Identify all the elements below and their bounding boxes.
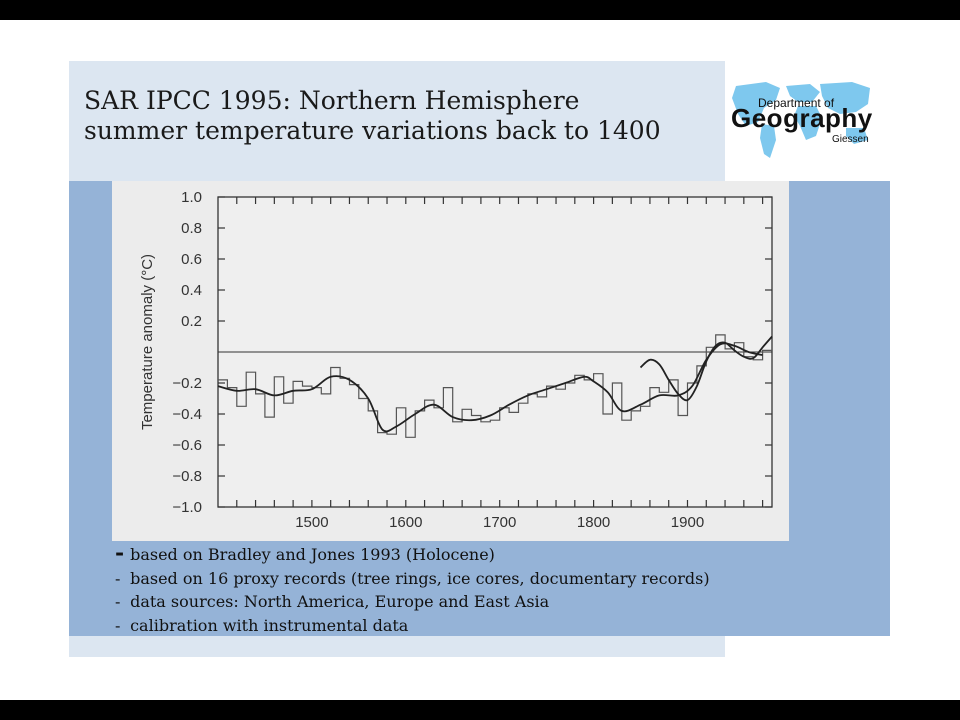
y-tick-label: 0.8 [181,220,202,237]
slide-title-line-2: summer temperature variations back to 14… [84,116,661,145]
y-tick-label: −0.4 [172,406,202,423]
y-tick-label: 0.6 [181,251,202,268]
bullet-text: based on 16 proxy records (tree rings, i… [130,568,710,588]
y-axis-label: Temperature anomaly (°C) [139,254,156,430]
world-map-icon [732,82,870,158]
bullet-text: data sources: North America, Europe and … [130,592,550,611]
bullet-item: - data sources: North America, Europe an… [115,590,875,614]
y-tick-label: 0.4 [181,282,202,299]
bullet-text: calibration with instrumental data [130,615,409,635]
x-tick-label: 1800 [577,514,610,531]
x-tick-label: 1500 [295,514,328,531]
y-tick-label: 1.0 [181,189,202,206]
bullet-marker: - [115,568,121,588]
logo-line-geography: Geography [731,103,873,133]
x-tick-label: 1900 [671,514,704,531]
y-tick-label: −1.0 [172,499,202,516]
chart-svg: 1.0 0.8 0.6 0.4 0.2 −0.2 −0.4 −0.6 −0.8 −1.0 1500 1… [139,189,773,531]
bullet-marker: - [115,592,121,611]
department-logo: Department of Geography Giessen [728,78,878,162]
bullet-text: based on Bradley and Jones 1993 (Holocen… [130,545,495,564]
x-tick-label: 1700 [483,514,516,531]
bullet-item: - based on Bradley and Jones 1993 (Holoc… [115,540,875,567]
slide-title-line-1: SAR IPCC 1995: Northern Hemisphere [84,86,580,115]
y-tick-label: −0.2 [172,375,202,392]
bullet-item: - based on 16 proxy records (tree rings,… [115,567,875,591]
bullet-item: - calibration with instrumental data [115,614,875,638]
slide-title: SAR IPCC 1995: Northern Hemisphere summe… [84,86,724,146]
bullet-list: - based on Bradley and Jones 1993 (Holoc… [115,540,875,638]
bullet-marker: - [115,615,121,635]
y-tick-label: −0.6 [172,437,202,454]
series-smooth-line-1 [217,342,763,433]
x-tick-label: 1600 [389,514,422,531]
y-tick-label: 0.2 [181,313,202,330]
temperature-chart: 1.0 0.8 0.6 0.4 0.2 −0.2 −0.4 −0.6 −0.8 −1.0 1500 1… [112,181,789,541]
logo-line-department: Department of [758,96,835,110]
top-letterbox-bar [0,0,960,20]
series-step-line [218,334,772,438]
y-tick-label: −0.8 [172,468,202,485]
logo-line-giessen: Giessen [832,134,869,145]
series-smooth-line-2 [639,335,773,402]
bullet-marker: - [115,540,125,566]
bottom-letterbox-bar [0,700,960,720]
